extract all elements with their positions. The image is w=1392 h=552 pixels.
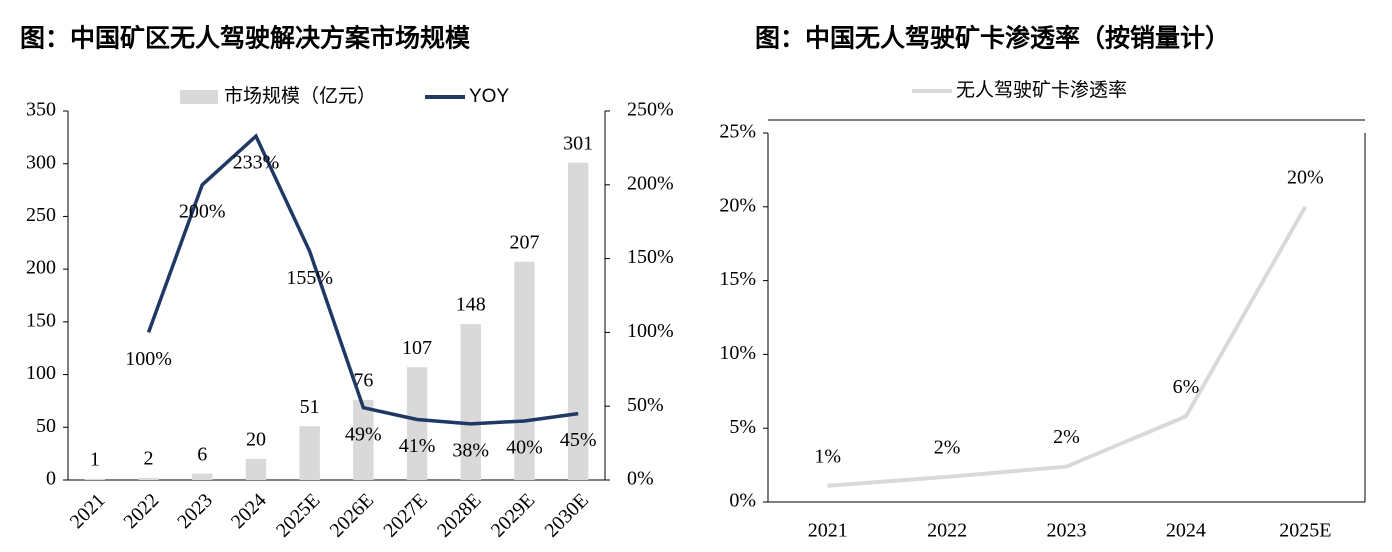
data-label: 200% (179, 200, 226, 222)
x-tick-label: 2022 (119, 489, 163, 533)
y2-tick-label: 200% (627, 172, 674, 194)
bar (460, 323, 481, 480)
data-label: 148 (456, 294, 486, 316)
data-label: 100% (125, 348, 172, 370)
chart-title: 图：中国矿区无人驾驶解决方案市场规模 (20, 24, 471, 53)
legend-label: 无人驾驶矿卡渗透率 (956, 79, 1127, 101)
bar (299, 426, 320, 480)
bar (138, 477, 159, 480)
legend-label: 市场规模（亿元） (224, 85, 376, 107)
y-tick-label: 25% (719, 121, 756, 143)
x-tick-label: 2029E (487, 489, 539, 541)
y-tick-label: 20% (719, 194, 756, 216)
x-tick-label: 2026E (326, 489, 378, 541)
data-label: 45% (560, 429, 597, 451)
legend-swatch (180, 90, 218, 104)
x-tick-label: 2030E (540, 489, 592, 541)
data-label: 207 (509, 231, 539, 253)
data-label: 107 (402, 337, 432, 359)
y-tick-label: 200 (26, 257, 56, 279)
bar (84, 478, 106, 480)
x-tick-label: 2027E (379, 489, 431, 541)
data-label: 38% (452, 440, 489, 462)
y-tick-label: 0 (46, 468, 56, 490)
data-label: 6 (197, 443, 207, 465)
bar (567, 162, 589, 480)
y2-tick-label: 150% (627, 246, 674, 268)
data-label: 20% (1287, 166, 1324, 188)
data-label: 49% (345, 423, 382, 445)
data-label: 301 (563, 132, 593, 154)
data-label: 155% (286, 267, 333, 289)
data-label: 41% (399, 435, 436, 457)
y2-tick-label: 250% (627, 99, 674, 121)
y-tick-label: 10% (719, 342, 756, 364)
data-label: 1 (90, 449, 100, 471)
bar (514, 261, 535, 480)
y-tick-label: 5% (729, 416, 756, 438)
data-label: 6% (1173, 376, 1200, 398)
x-tick-label: 2023 (173, 489, 217, 533)
x-tick-label: 2028E (433, 489, 485, 541)
x-tick-label: 2024 (227, 489, 271, 533)
y2-tick-label: 50% (627, 394, 664, 416)
x-tick-label: 2025E (1279, 520, 1331, 542)
bar (406, 367, 428, 480)
data-label: 1% (814, 445, 841, 467)
data-label: 51 (300, 396, 320, 418)
bar (353, 399, 374, 480)
chart-title: 图：中国无人驾驶矿卡渗透率（按销量计） (755, 24, 1230, 53)
x-tick-label: 2021 (66, 489, 110, 533)
data-label: 2 (144, 447, 154, 469)
y-tick-label: 250 (26, 204, 56, 226)
y-tick-label: 15% (719, 268, 756, 290)
bar (192, 473, 213, 480)
data-label: 2% (934, 437, 961, 459)
x-tick-label: 2021 (808, 520, 848, 542)
y-tick-label: 300 (26, 151, 56, 173)
data-label: 2% (1053, 426, 1080, 448)
line (146, 133, 579, 426)
data-label: 20 (246, 429, 266, 451)
legend-label: YOY (469, 86, 509, 107)
x-tick-label: 2023 (1047, 520, 1087, 542)
line (827, 205, 1308, 488)
x-tick-label: 2025E (272, 489, 324, 541)
y-tick-label: 0% (729, 490, 756, 512)
data-label: 76 (353, 369, 373, 391)
bar (245, 458, 267, 480)
x-tick-label: 2022 (927, 520, 967, 542)
y2-tick-label: 100% (627, 320, 674, 342)
y-tick-label: 50 (36, 415, 56, 437)
data-label: 233% (233, 152, 280, 174)
y-tick-label: 150 (26, 309, 56, 331)
y-tick-label: 350 (26, 99, 56, 121)
data-label: 40% (506, 437, 543, 459)
y2-tick-label: 0% (627, 468, 654, 490)
x-tick-label: 2024 (1166, 520, 1206, 542)
y-tick-label: 100 (26, 362, 56, 384)
